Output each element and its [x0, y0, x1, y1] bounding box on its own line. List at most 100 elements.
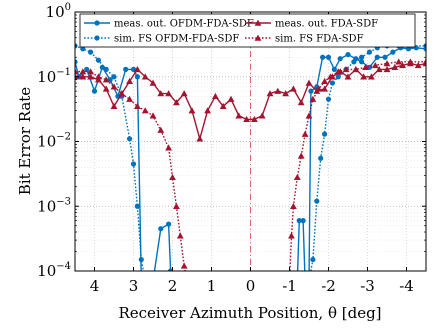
legend-marker — [254, 19, 262, 26]
data-point — [79, 68, 87, 75]
data-point — [141, 73, 149, 80]
data-point — [382, 54, 388, 60]
data-point — [390, 49, 396, 55]
data-point — [204, 107, 211, 114]
data-point — [173, 202, 180, 209]
legend: meas. out. OFDM-FDA-SDF sim. FS OFDM-FDA-… — [79, 13, 416, 48]
data-point — [165, 144, 172, 151]
x-tick-label: 3 — [129, 277, 139, 295]
data-point — [315, 85, 323, 92]
series-0 — [75, 45, 426, 283]
ticks: 4 3 2 1 0 -1 -2 -3 -4 10−4 10−3 10−2 10−1 100 — [37, 2, 426, 295]
data-point — [337, 56, 343, 62]
series-3 — [75, 58, 426, 271]
data-point — [359, 59, 365, 65]
series-line-right — [296, 47, 426, 271]
data-point — [103, 66, 109, 72]
data-point — [345, 51, 351, 58]
data-point — [371, 61, 379, 69]
x-tick-label: -4 — [399, 277, 414, 295]
y-tick-label: 10−1 — [37, 67, 71, 86]
data-point — [110, 83, 118, 90]
y-tick-label: 100 — [46, 2, 71, 21]
legend-marker — [94, 35, 100, 41]
data-point — [297, 99, 305, 106]
data-point — [130, 161, 137, 167]
data-point — [219, 102, 227, 109]
data-point — [306, 278, 311, 283]
data-point — [79, 73, 87, 80]
data-point — [212, 92, 219, 99]
data-point — [126, 95, 133, 102]
data-point — [196, 135, 204, 142]
legend-entry: sim. FS OFDM-FDA-SDF — [114, 34, 239, 45]
data-point — [180, 262, 188, 269]
x-tick-label: 4 — [90, 277, 100, 295]
data-point — [325, 54, 332, 60]
data-point — [134, 102, 141, 109]
series-line — [75, 70, 186, 271]
data-point — [321, 85, 328, 92]
data-point — [314, 198, 320, 204]
data-point — [173, 99, 180, 106]
data-point — [227, 95, 235, 102]
series-line — [75, 62, 426, 140]
data-point — [301, 130, 309, 137]
data-point — [290, 202, 297, 209]
data-point — [391, 63, 399, 71]
data-point — [351, 59, 357, 65]
data-point — [169, 173, 176, 181]
data-point — [102, 76, 110, 83]
series-layer — [75, 43, 426, 283]
data-point — [331, 66, 337, 72]
data-point — [360, 73, 367, 80]
data-point — [134, 74, 140, 80]
data-point — [322, 131, 328, 137]
data-point — [383, 65, 391, 73]
data-point — [282, 90, 289, 97]
data-point — [342, 65, 350, 73]
grid — [75, 12, 426, 272]
legend-box — [79, 13, 416, 48]
data-point — [75, 68, 79, 75]
data-point — [243, 115, 250, 123]
data-point — [399, 61, 406, 69]
data-point — [383, 60, 391, 67]
data-point — [308, 88, 314, 94]
y-axis-label: Bit Error Rate — [16, 87, 34, 195]
data-point — [87, 68, 94, 75]
data-point — [88, 49, 94, 55]
data-point — [157, 126, 165, 133]
data-point — [165, 90, 172, 97]
data-point — [297, 152, 305, 159]
data-point — [318, 155, 324, 161]
data-point — [296, 218, 302, 224]
x-tick-label: 2 — [168, 277, 178, 295]
data-point — [306, 278, 311, 283]
data-point — [374, 54, 380, 60]
data-point — [80, 46, 86, 52]
data-point — [147, 278, 152, 283]
data-point — [87, 73, 94, 80]
x-tick-label: -1 — [282, 277, 297, 295]
data-point — [149, 79, 157, 86]
data-point — [149, 112, 157, 119]
data-point — [166, 221, 172, 227]
data-point — [111, 74, 117, 80]
data-point — [75, 59, 78, 65]
data-point — [235, 112, 243, 119]
data-point — [258, 112, 266, 119]
data-point — [266, 90, 274, 97]
y-tick-label: 10−4 — [37, 261, 71, 280]
x-tick-label: -3 — [360, 277, 375, 295]
data-point — [158, 226, 164, 232]
x-tick-label: 0 — [246, 277, 256, 295]
data-point — [320, 54, 326, 60]
legend-entry: meas. out. OFDM-FDA-SDF — [114, 19, 254, 30]
data-point — [422, 58, 426, 65]
data-point — [127, 136, 133, 142]
data-point — [134, 65, 141, 73]
legend-marker — [94, 20, 100, 26]
data-point — [362, 63, 369, 71]
data-point — [293, 173, 301, 181]
